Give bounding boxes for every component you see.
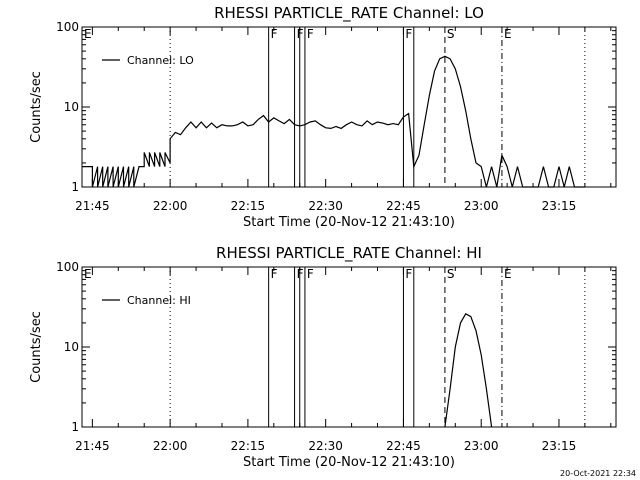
plot-frame (81, 266, 617, 428)
legend-label: Channel: LO (127, 54, 194, 67)
series-line (82, 55, 585, 188)
x-tick-label: 23:00 (464, 439, 499, 453)
chart-title: RHESSI PARTICLE_RATE Channel: HI (216, 244, 482, 263)
x-tick-label: 21:45 (75, 199, 110, 213)
y-tick-label: 10 (64, 340, 79, 354)
y-tick-label: 10 (64, 100, 79, 114)
flag-label: S (447, 27, 455, 41)
y-axis-label: Counts/sec (29, 311, 44, 383)
flag-label: F (307, 27, 314, 41)
y-tick-label: 1 (71, 420, 79, 434)
y-axis-label: Counts/sec (29, 71, 44, 143)
timestamp-label: 20-Oct-2021 22:34 (560, 469, 636, 478)
flag-label: F (307, 267, 314, 281)
x-tick-label: 22:45 (386, 199, 421, 213)
flag-label: F (271, 267, 278, 281)
flag-label: F (405, 27, 412, 41)
x-tick-label: 22:00 (153, 199, 188, 213)
chart-title: RHESSI PARTICLE_RATE Channel: LO (214, 4, 484, 23)
x-axis-label: Start Time (20-Nov-12 21:43:10) (243, 455, 455, 470)
x-tick-label: 23:00 (464, 199, 499, 213)
x-tick-label: 22:15 (231, 199, 266, 213)
x-tick-label: 22:45 (386, 439, 421, 453)
y-tick-label: 1 (71, 180, 79, 194)
plot-frame (81, 26, 617, 188)
x-tick-label: 23:15 (542, 199, 577, 213)
x-tick-label: 21:45 (75, 439, 110, 453)
x-tick-label: 22:00 (153, 439, 188, 453)
flag-label: E (84, 267, 92, 281)
series-line (444, 312, 493, 428)
legend-label: Channel: HI (127, 294, 191, 307)
flag-label: E (504, 27, 512, 41)
y-tick-label: 100 (56, 260, 79, 274)
x-tick-label: 22:30 (308, 199, 343, 213)
flag-label: E (84, 27, 92, 41)
x-tick-label: 22:15 (231, 439, 266, 453)
x-axis-label: Start Time (20-Nov-12 21:43:10) (243, 215, 455, 230)
flag-label: F (271, 27, 278, 41)
flag-label: F (405, 267, 412, 281)
y-tick-label: 100 (56, 20, 79, 34)
x-tick-label: 22:30 (308, 439, 343, 453)
flag-label: S (447, 267, 455, 281)
flag-label: E (504, 267, 512, 281)
x-tick-label: 23:15 (542, 439, 577, 453)
